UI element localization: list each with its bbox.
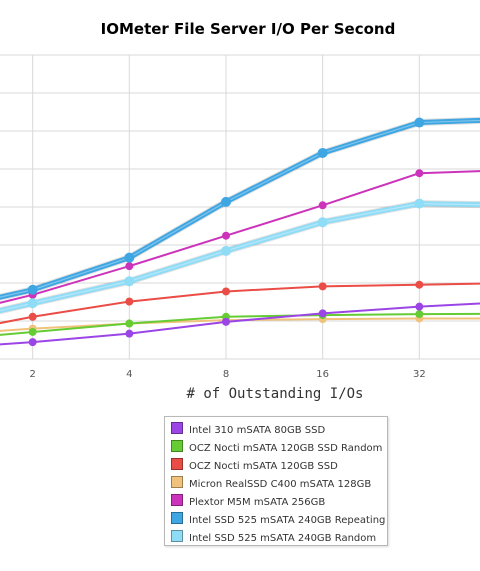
legend-swatch bbox=[171, 530, 183, 542]
legend-swatch bbox=[171, 422, 183, 434]
data-point bbox=[415, 302, 424, 311]
data-point bbox=[125, 319, 134, 328]
data-point bbox=[28, 338, 37, 347]
series-layer bbox=[0, 116, 480, 347]
data-point bbox=[125, 297, 134, 306]
series-2 bbox=[0, 280, 480, 325]
x-axis-label: # of Outstanding I/Os bbox=[186, 386, 364, 402]
legend-label: Plextor M5M mSATA 256GB bbox=[189, 497, 326, 508]
data-point bbox=[27, 284, 38, 295]
data-point bbox=[28, 327, 37, 336]
legend-swatch bbox=[171, 476, 183, 488]
legend-item: Micron RealSSD C400 mSATA 128GB bbox=[171, 476, 371, 490]
legend-label: Intel SSD 525 mSATA 240GB Random bbox=[189, 533, 377, 544]
series-0 bbox=[0, 302, 480, 347]
data-point bbox=[318, 282, 327, 291]
legend-item: OCZ Nocti mSATA 120GB SSD Random bbox=[171, 440, 382, 454]
data-point bbox=[222, 317, 230, 326]
data-point bbox=[221, 245, 231, 256]
legend-swatch bbox=[171, 440, 183, 452]
data-point bbox=[414, 198, 425, 209]
data-point bbox=[221, 196, 231, 207]
data-point bbox=[27, 298, 38, 309]
legend-item: OCZ Nocti mSATA 120GB SSD bbox=[171, 458, 338, 472]
legend-label: Intel 310 mSATA 80GB SSD bbox=[189, 425, 326, 436]
legend-item: Intel 310 mSATA 80GB SSD bbox=[171, 422, 325, 436]
chart-title: IOMeter File Server I/O Per Second bbox=[100, 20, 396, 38]
data-point bbox=[124, 252, 135, 263]
data-point bbox=[415, 310, 424, 319]
data-point bbox=[415, 280, 424, 289]
plot-area: 2 4 8 16 32 bbox=[0, 54, 480, 380]
series-4 bbox=[0, 169, 480, 304]
data-point bbox=[125, 329, 134, 338]
data-point bbox=[222, 287, 230, 296]
x-tick-label: 8 bbox=[223, 369, 229, 380]
legend-swatch bbox=[171, 512, 183, 524]
data-point bbox=[415, 169, 424, 178]
series-line bbox=[0, 302, 480, 346]
legend-label: Micron RealSSD C400 mSATA 128GB bbox=[189, 479, 372, 490]
x-tick-label: 16 bbox=[316, 369, 329, 380]
legend-label: Intel SSD 525 mSATA 240GB Repeating bbox=[189, 515, 386, 526]
legend-item: Intel SSD 525 mSATA 240GB Repeating bbox=[171, 512, 385, 526]
data-point bbox=[125, 262, 134, 271]
series-6 bbox=[0, 198, 480, 315]
x-tick-label: 2 bbox=[29, 369, 35, 380]
series-5 bbox=[0, 116, 480, 301]
series-3 bbox=[0, 314, 480, 333]
data-point bbox=[124, 276, 135, 287]
legend-label: OCZ Nocti mSATA 120GB SSD bbox=[189, 461, 338, 472]
x-tick-label: 32 bbox=[413, 369, 426, 380]
legend-item: Intel SSD 525 mSATA 240GB Random bbox=[171, 530, 376, 544]
data-point bbox=[222, 231, 230, 240]
x-tick-label: 4 bbox=[126, 369, 132, 380]
legend-swatch bbox=[171, 494, 183, 506]
data-point bbox=[317, 147, 328, 158]
data-point bbox=[28, 312, 37, 321]
legend-label: OCZ Nocti mSATA 120GB SSD Random bbox=[189, 443, 383, 454]
data-point bbox=[318, 201, 327, 210]
legend-swatch bbox=[171, 458, 183, 470]
legend: Intel 310 mSATA 80GB SSD OCZ Nocti mSATA … bbox=[164, 416, 388, 546]
data-point bbox=[318, 309, 327, 318]
legend-item: Plextor M5M mSATA 256GB bbox=[171, 494, 325, 508]
x-tick-labels: 2 4 8 16 32 bbox=[29, 369, 425, 380]
data-point bbox=[414, 117, 425, 128]
data-point bbox=[317, 217, 328, 228]
